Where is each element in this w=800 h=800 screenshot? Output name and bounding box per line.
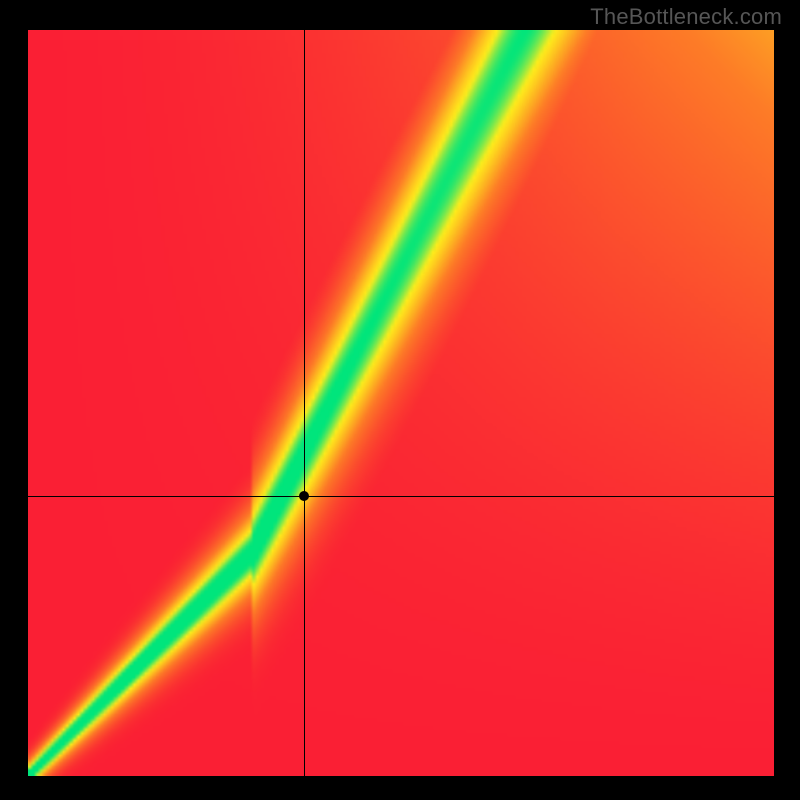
heatmap-plot [28, 30, 774, 776]
heatmap-canvas [28, 30, 774, 776]
watermark-text: TheBottleneck.com [590, 4, 782, 30]
chart-container: { "watermark": "TheBottleneck.com", "plo… [0, 0, 800, 800]
